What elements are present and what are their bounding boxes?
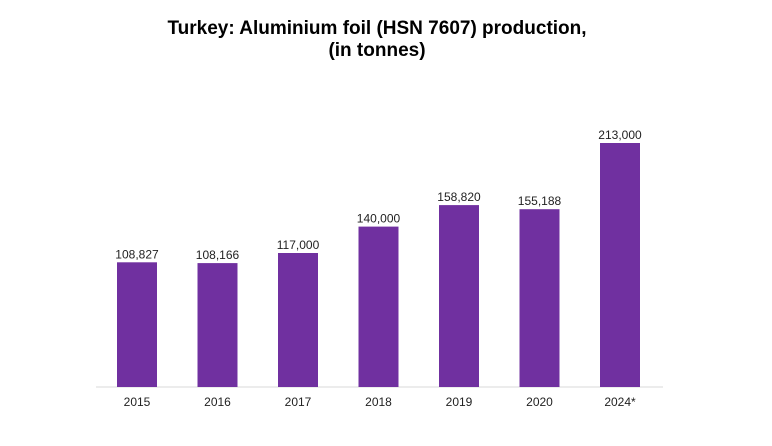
x-tick-labels-group: 2015 2016 2017 2018 2019 2020 2024* [124, 395, 636, 409]
value-label-2024: 213,000 [598, 128, 642, 142]
value-labels-group: 108,827 108,166 117,000 140,000 158,820 155,1… [115, 128, 642, 262]
bar-2020 [519, 209, 560, 387]
bar-2019 [439, 205, 479, 387]
value-label-2019: 158,820 [437, 190, 481, 204]
bar-2017 [278, 253, 318, 387]
value-label-2016: 108,166 [196, 248, 240, 262]
bar-2024 [600, 143, 640, 387]
chart-title-line-2: (in tonnes) [328, 40, 426, 61]
bar-2018 [358, 226, 399, 387]
chart-title: Turkey: Aluminium foil (HSN 7607) produc… [0, 18, 754, 62]
bar-2016 [197, 263, 238, 387]
x-tick-label-2020: 2020 [526, 395, 553, 409]
bars-group [117, 143, 640, 387]
x-tick-label-2016: 2016 [204, 395, 231, 409]
value-label-2018: 140,000 [357, 212, 401, 226]
value-label-2017: 117,000 [277, 238, 320, 252]
value-label-2020: 155,188 [518, 194, 562, 208]
x-tick-label-2019: 2019 [446, 395, 473, 409]
bar-2015 [117, 262, 157, 387]
x-tick-label-2015: 2015 [124, 395, 151, 409]
x-tick-label-2018: 2018 [365, 395, 392, 409]
value-label-2015: 108,827 [115, 247, 159, 261]
x-tick-label-2017: 2017 [285, 395, 312, 409]
x-tick-label-2024: 2024* [604, 395, 636, 409]
chart-title-line-1: Turkey: Aluminium foil (HSN 7607) produc… [167, 18, 587, 39]
